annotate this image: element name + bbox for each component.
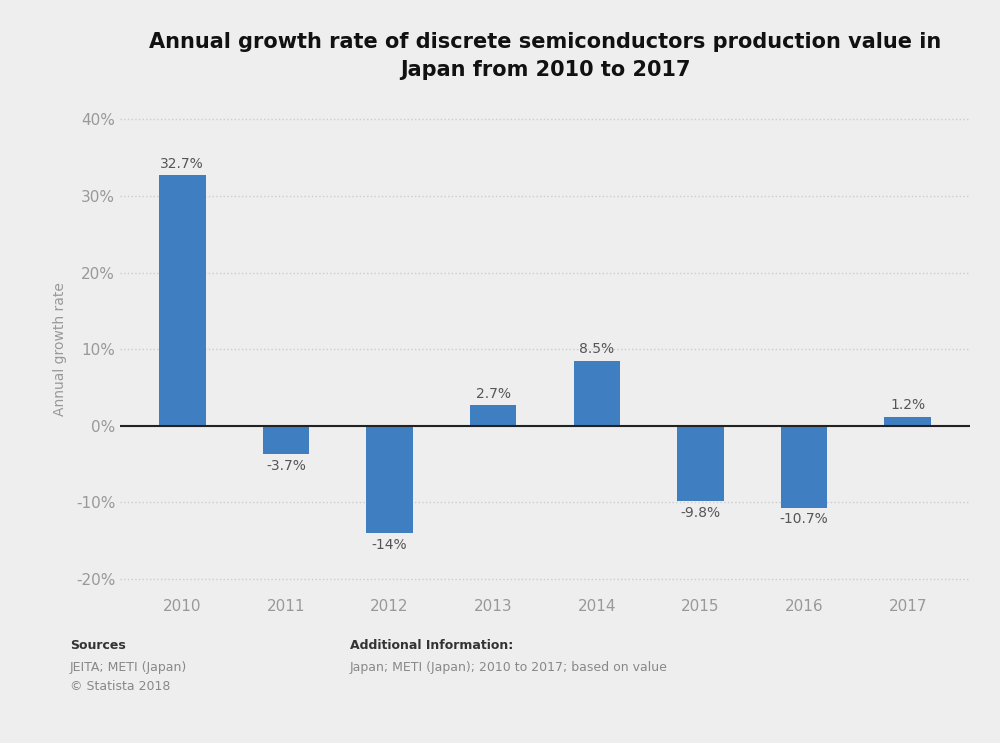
Y-axis label: Annual growth rate: Annual growth rate: [53, 282, 67, 416]
Bar: [884, 417, 931, 426]
Title: Annual growth rate of discrete semiconductors production value in
Japan from 201: Annual growth rate of discrete semicondu…: [149, 32, 941, 80]
Bar: [366, 426, 413, 533]
Text: JEITA; METI (Japan)
© Statista 2018: JEITA; METI (Japan) © Statista 2018: [70, 661, 187, 693]
Bar: [263, 426, 309, 454]
Text: -9.8%: -9.8%: [680, 505, 721, 519]
Text: Japan; METI (Japan); 2010 to 2017; based on value: Japan; METI (Japan); 2010 to 2017; based…: [350, 661, 668, 674]
Text: -14%: -14%: [372, 538, 407, 552]
Bar: [574, 360, 620, 426]
Text: 8.5%: 8.5%: [579, 342, 614, 356]
Bar: [677, 426, 724, 501]
Text: 32.7%: 32.7%: [160, 157, 204, 171]
Bar: [470, 405, 516, 426]
Text: Additional Information:: Additional Information:: [350, 639, 513, 652]
Bar: [159, 175, 206, 426]
Text: -3.7%: -3.7%: [266, 458, 306, 473]
Text: -10.7%: -10.7%: [780, 513, 829, 526]
Text: 2.7%: 2.7%: [476, 386, 511, 400]
Bar: [781, 426, 827, 507]
Text: 1.2%: 1.2%: [890, 398, 925, 412]
Text: Sources: Sources: [70, 639, 126, 652]
